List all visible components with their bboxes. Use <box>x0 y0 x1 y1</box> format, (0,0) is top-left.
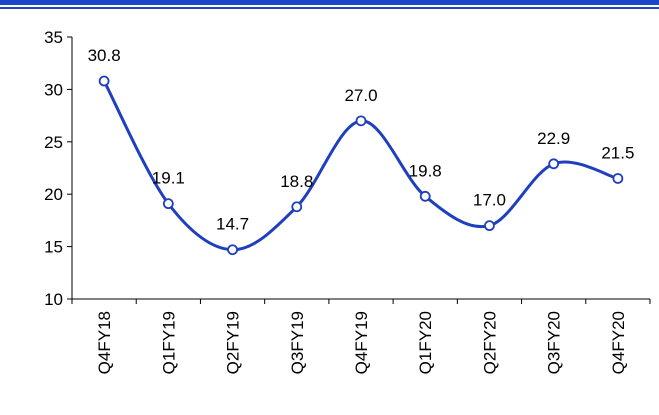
header-rule <box>0 0 659 9</box>
data-label: 14.7 <box>216 215 249 234</box>
x-tick-label: Q1FY19 <box>159 311 178 374</box>
data-label: 19.8 <box>409 161 442 180</box>
data-label: 30.8 <box>88 46 121 65</box>
series-line <box>102 79 620 252</box>
x-axis: Q4FY18 Q1FY19 Q2FY19 Q3FY19 Q4FY19 Q1FY20 Q2FY… <box>71 298 651 374</box>
y-tick-label: 30 <box>44 80 63 99</box>
data-label: 21.5 <box>601 143 634 162</box>
y-tick-label: 15 <box>44 238 63 257</box>
x-tick-label: Q2FY20 <box>480 311 499 374</box>
data-label: 19.1 <box>152 169 185 188</box>
y-tick-label: 10 <box>44 290 63 309</box>
data-point <box>548 158 560 170</box>
data-point <box>484 220 495 232</box>
data-label: 27.0 <box>344 86 377 105</box>
x-tick-label: Q4FY18 <box>95 311 114 374</box>
x-tick-label: Q2FY19 <box>224 311 243 374</box>
data-point <box>227 244 238 256</box>
y-tick-label: 25 <box>44 133 63 152</box>
header-rule-thick <box>0 0 659 5</box>
y-tick-label: 35 <box>44 28 63 47</box>
data-labels-group: 30.8 19.1 14.7 18.8 27.0 19.8 17.0 22.9 21.5 <box>88 46 635 234</box>
y-axis: 10 15 20 25 30 35 <box>44 28 73 309</box>
x-tick-label: Q3FY20 <box>545 311 564 374</box>
series-line-group <box>102 79 620 252</box>
data-point <box>98 75 110 87</box>
data-label: 17.0 <box>473 191 506 210</box>
data-label: 18.8 <box>280 172 313 191</box>
data-label: 22.9 <box>537 129 570 148</box>
data-point <box>291 201 303 213</box>
y-tick-label: 20 <box>44 185 63 204</box>
data-point <box>612 173 624 184</box>
data-point <box>355 115 367 127</box>
x-tick-label: Q4FY20 <box>609 311 628 374</box>
x-tick-label: Q3FY19 <box>288 311 307 374</box>
x-tick-label: Q1FY20 <box>416 311 435 374</box>
data-point <box>419 190 431 202</box>
data-point <box>162 198 174 210</box>
x-tick-label: Q4FY19 <box>352 311 371 374</box>
header-rule-thin <box>0 7 659 9</box>
markers-group <box>98 75 624 256</box>
